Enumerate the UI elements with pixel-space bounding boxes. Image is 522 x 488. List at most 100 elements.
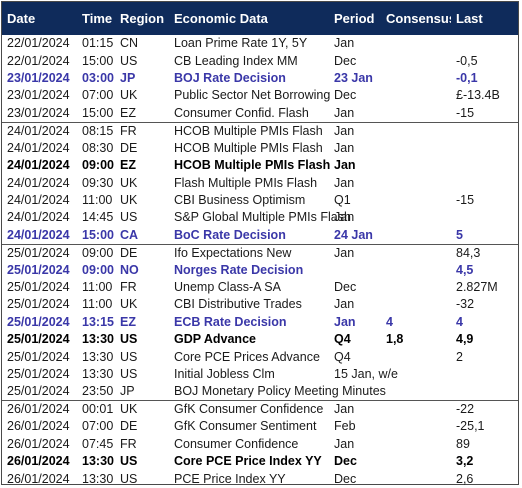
consensus-cell <box>381 296 451 313</box>
economic-data-cell: BoC Rate Decision <box>174 227 286 242</box>
table-row: 26/01/2024 13:30 US PCE Price Index YY Dec 2,… <box>2 470 518 487</box>
region-cell: NO <box>120 262 139 277</box>
region-cell: CA <box>120 227 139 242</box>
header-date: Date <box>7 11 36 26</box>
consensus-cell: 4 <box>386 314 393 329</box>
last-cell: 2.827M <box>456 280 498 295</box>
date-cell: 22/01/2024 <box>7 53 70 68</box>
economic-data-cell: GfK Consumer Sentiment <box>174 419 317 434</box>
date-cell: 25/01/2024 <box>7 332 70 347</box>
time-cell: 08:30 <box>82 140 114 155</box>
time-cell: 11:00 <box>82 192 113 207</box>
economic-data-cell: Consumer Confid. Flash <box>174 105 309 120</box>
consensus-cell <box>381 121 451 140</box>
table-row: 24/01/2024 14:45 US S&P Global Multiple PMI… <box>2 209 518 226</box>
period-cell: Dec <box>334 53 357 68</box>
time-cell: 08:15 <box>77 121 115 140</box>
date-cell: 24/01/2024 <box>2 121 77 140</box>
last-cell: 2,6 <box>456 471 474 486</box>
time-cell: 07:45 <box>82 436 114 451</box>
region-cell: JP <box>120 384 135 399</box>
region-cell: DE <box>120 419 138 434</box>
date-cell: 25/01/2024 <box>7 297 70 312</box>
economic-data-cell: Flash Multiple PMIs Flash <box>174 175 318 190</box>
period-cell: Jan <box>334 210 355 225</box>
period-cell: Dec <box>334 454 357 469</box>
economic-data-cell: Initial Jobless Clm <box>174 367 275 382</box>
last-cell <box>451 121 518 140</box>
period-cell: Jan <box>334 436 355 451</box>
last-cell <box>451 157 518 174</box>
region-cell: US <box>120 454 138 469</box>
table-row: 25/01/2024 11:00 FR Unemp Class-A SA Dec 2.82… <box>2 279 518 296</box>
date-cell: 24/01/2024 <box>7 175 70 190</box>
period-cell: Dec <box>334 280 357 295</box>
period-cell: 23 Jan <box>334 70 373 85</box>
table-row: 26/01/2024 07:45 FR Consumer Confidence Jan 8… <box>2 436 518 453</box>
region-cell: US <box>120 367 138 382</box>
consensus-cell <box>381 418 451 435</box>
date-cell: 23/01/2024 <box>7 88 70 103</box>
period-cell: Jan <box>334 105 355 120</box>
economic-data-cell: Norges Rate Decision <box>174 262 304 277</box>
period-cell: Feb <box>334 419 356 434</box>
region-cell: US <box>120 210 138 225</box>
region-cell: UK <box>120 175 138 190</box>
table-row: 25/01/2024 11:00 UK CBI Distributive Trades… <box>2 296 518 313</box>
economic-data-cell: GDP Advance <box>174 332 256 347</box>
consensus-cell <box>381 209 451 226</box>
region-cell: UK <box>120 297 138 312</box>
table-row: 25/01/2024 09:00 NO Norges Rate Decision 4,5 <box>2 262 518 279</box>
table-row: 25/01/2024 13:15 EZ ECB Rate Decision Jan 4 4 <box>2 314 518 331</box>
consensus-cell <box>381 35 451 52</box>
date-cell: 23/01/2024 <box>7 105 70 120</box>
period-cell: Q4 <box>334 349 351 364</box>
table-row: 25/01/2024 13:30 US Core PCE Prices Advance… <box>2 348 518 365</box>
period-cell: Jan <box>334 36 355 51</box>
economic-data-cell: BOJ Rate Decision <box>174 70 286 85</box>
header-economic-data: Economic Data <box>174 11 268 26</box>
date-cell: 25/01/2024 <box>7 384 70 399</box>
time-cell: 09:00 <box>82 262 114 277</box>
consensus-cell <box>381 105 451 123</box>
economic-data-cell: BOJ Monetary Policy Meeting Minutes <box>174 384 386 399</box>
period-cell: 15 Jan, w/e <box>334 367 398 382</box>
region-cell: UK <box>120 192 138 207</box>
region-cell: US <box>120 349 138 364</box>
consensus-cell <box>381 348 451 365</box>
table-row: 24/01/2024 09:30 UK Flash Multiple PMIs Fla… <box>2 174 518 191</box>
date-cell: 24/01/2024 <box>7 140 70 155</box>
economic-data-cell: Consumer Confidence <box>174 436 299 451</box>
date-cell: 23/01/2024 <box>7 70 70 85</box>
last-cell: 89 <box>456 436 470 451</box>
time-cell: 15:00 <box>82 105 114 120</box>
region-cell: US <box>120 471 138 486</box>
table-row: 25/01/2024 13:30 US GDP Advance Q4 1,8 4,9 <box>2 331 518 348</box>
last-cell: £-13.4B <box>456 88 500 103</box>
economic-data-cell: ECB Rate Decision <box>174 314 287 329</box>
period-cell: Jan <box>334 158 356 173</box>
economic-data-cell: CBI Business Optimism <box>174 192 306 207</box>
last-cell: -32 <box>456 297 475 312</box>
time-cell: 07:00 <box>82 419 114 434</box>
economic-data-cell: GfK Consumer Confidence <box>169 400 329 419</box>
time-cell: 13:15 <box>82 314 114 329</box>
consensus-cell <box>381 87 451 104</box>
date-cell: 25/01/2024 <box>7 262 70 277</box>
period-cell: Dec <box>334 471 357 486</box>
table-row: 24/01/2024 08:30 DE HCOB Multiple PMIs Flas… <box>2 140 518 157</box>
last-cell: 4,9 <box>456 332 474 347</box>
table-row: 23/01/2024 15:00 EZ Consumer Confid. Flash J… <box>2 105 518 123</box>
table-row: 23/01/2024 03:00 JP BOJ Rate Decision 23 Jan… <box>2 70 518 87</box>
time-cell: 11:00 <box>82 280 113 295</box>
last-cell <box>451 383 518 401</box>
period-cell: Jan <box>334 297 355 312</box>
header-region: Region <box>120 11 165 26</box>
economic-data-cell: CBI Distributive Trades <box>174 297 302 312</box>
economic-data-cell: Public Sector Net Borrowing <box>174 88 331 103</box>
region-cell: FR <box>120 280 137 295</box>
date-cell: 26/01/2024 <box>2 400 77 419</box>
table-row: 26/01/2024 07:00 DE GfK Consumer Sentiment F… <box>2 418 518 435</box>
time-cell: 11:00 <box>82 297 113 312</box>
last-cell: 4,5 <box>456 262 474 277</box>
